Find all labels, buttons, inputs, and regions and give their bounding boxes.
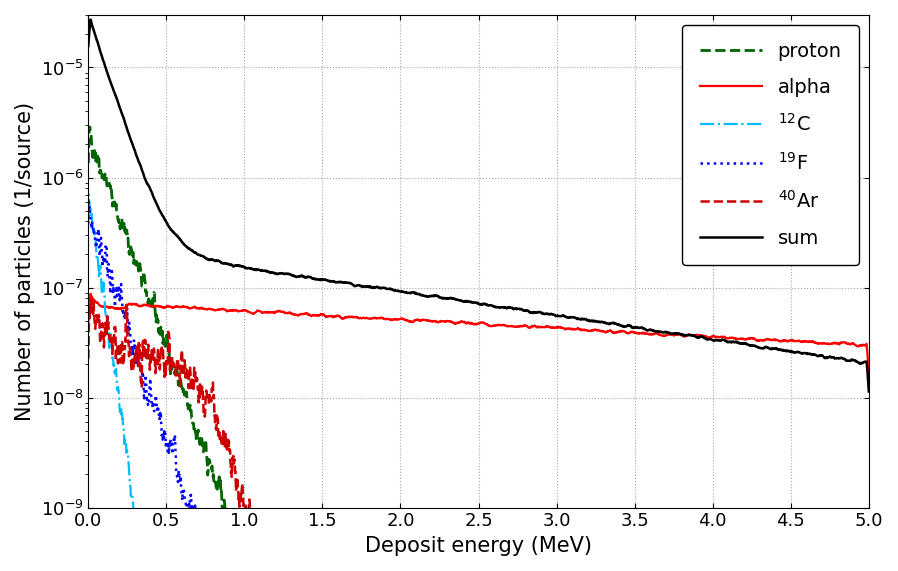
sum: [85, 16, 96, 23]
sum: [780, 347, 791, 354]
proton: [83, 159, 93, 166]
alpha: [718, 333, 729, 340]
alpha: [99, 303, 110, 309]
X-axis label: Deposit energy (MeV): Deposit energy (MeV): [365, 536, 592, 556]
$^{12}$C: [99, 293, 110, 300]
$^{19}$F: [99, 257, 110, 264]
Line: $^{19}$F: $^{19}$F: [88, 202, 868, 571]
sum: [863, 388, 874, 395]
Line: sum: sum: [88, 19, 868, 392]
alpha: [518, 322, 529, 329]
$^{40}$Ar: [83, 355, 93, 362]
sum: [751, 343, 762, 350]
proton: [99, 175, 110, 182]
$^{19}$F: [83, 220, 93, 227]
proton: [84, 123, 95, 130]
alpha: [863, 371, 874, 378]
Y-axis label: Number of particles (1/source): Number of particles (1/source): [15, 102, 35, 421]
Line: proton: proton: [88, 127, 868, 571]
$^{40}$Ar: [99, 332, 110, 339]
Line: $^{40}$Ar: $^{40}$Ar: [88, 299, 868, 571]
alpha: [751, 336, 762, 343]
sum: [83, 42, 93, 49]
alpha: [386, 316, 397, 323]
Legend: proton, alpha, $^{12}$C, $^{19}$F, $^{40}$Ar, sum: proton, alpha, $^{12}$C, $^{19}$F, $^{40…: [682, 25, 859, 265]
alpha: [85, 291, 96, 297]
sum: [718, 337, 729, 344]
$^{19}$F: [84, 198, 94, 205]
alpha: [780, 337, 791, 344]
sum: [386, 286, 397, 292]
sum: [99, 61, 110, 68]
$^{12}$C: [84, 191, 94, 198]
$^{40}$Ar: [86, 296, 97, 303]
sum: [518, 307, 529, 314]
Line: alpha: alpha: [88, 294, 868, 375]
Line: $^{12}$C: $^{12}$C: [88, 195, 868, 571]
alpha: [83, 318, 93, 325]
$^{12}$C: [83, 211, 93, 218]
